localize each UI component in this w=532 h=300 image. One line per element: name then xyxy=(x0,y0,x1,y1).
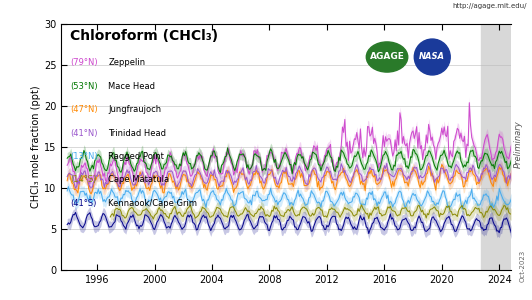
Text: AGAGE: AGAGE xyxy=(370,52,404,62)
Text: Trinidad Head: Trinidad Head xyxy=(109,128,167,137)
Text: (79°N): (79°N) xyxy=(70,58,98,68)
Circle shape xyxy=(414,39,450,75)
Text: (41°N): (41°N) xyxy=(70,128,98,137)
Text: (14°S): (14°S) xyxy=(70,175,96,184)
Text: Oct-2023: Oct-2023 xyxy=(520,250,526,282)
Text: http://agage.mit.edu/: http://agage.mit.edu/ xyxy=(452,3,527,9)
Ellipse shape xyxy=(367,42,408,72)
Text: Mace Head: Mace Head xyxy=(109,82,155,91)
Text: Ragged Point: Ragged Point xyxy=(109,152,164,161)
Text: NASA: NASA xyxy=(419,52,445,61)
Bar xyxy=(481,24,532,270)
Text: Kennaook/Cape Grim: Kennaook/Cape Grim xyxy=(109,199,197,208)
Text: Jungfraujoch: Jungfraujoch xyxy=(109,105,162,114)
Text: Cape Matatula: Cape Matatula xyxy=(109,175,170,184)
Y-axis label: CHCl₃ mole fraction (ppt): CHCl₃ mole fraction (ppt) xyxy=(31,86,41,208)
Text: (13°N): (13°N) xyxy=(70,152,98,161)
Text: Chloroform (CHCl₃): Chloroform (CHCl₃) xyxy=(70,29,218,43)
Text: (41°S): (41°S) xyxy=(70,199,96,208)
Text: Zeppelin: Zeppelin xyxy=(109,58,146,68)
Text: Preliminary: Preliminary xyxy=(514,120,523,168)
Text: (47°N): (47°N) xyxy=(70,105,98,114)
Text: (53°N): (53°N) xyxy=(70,82,98,91)
